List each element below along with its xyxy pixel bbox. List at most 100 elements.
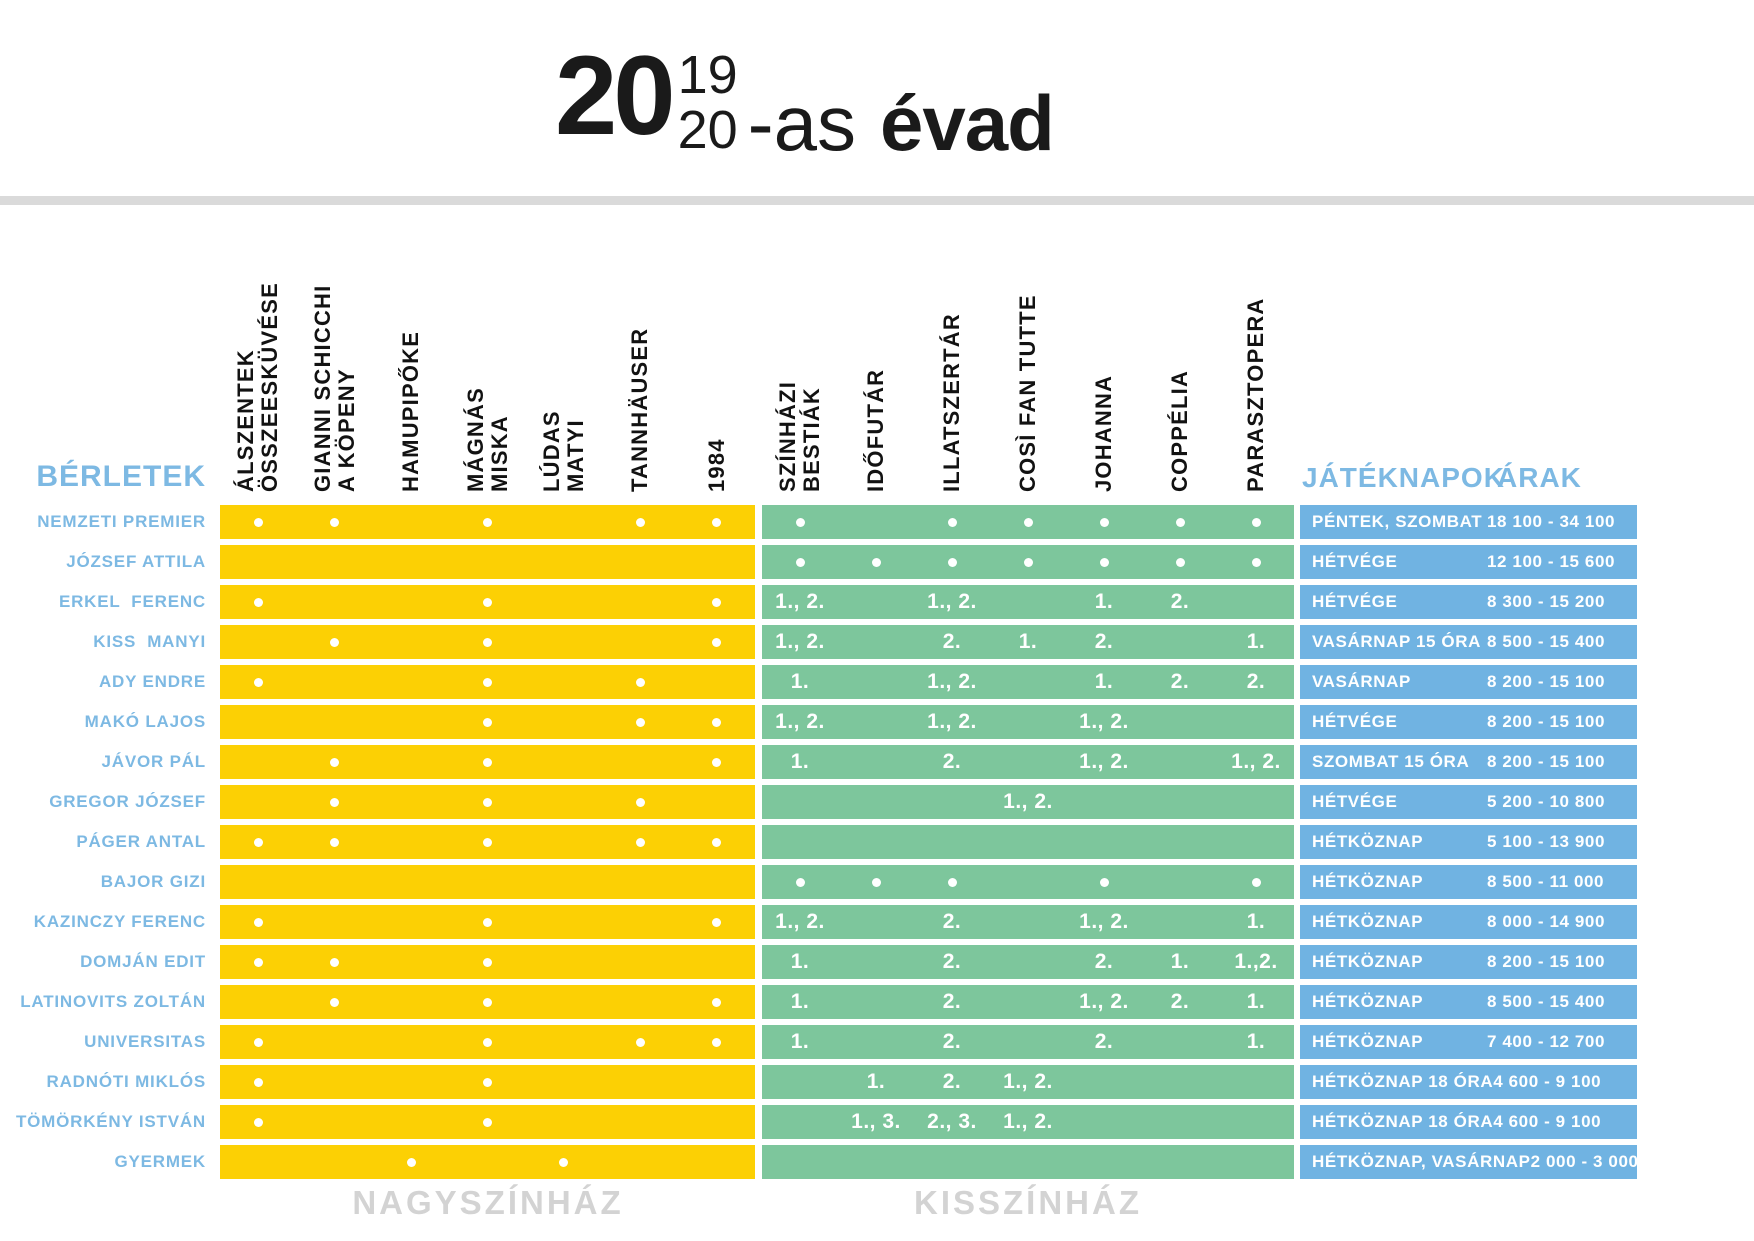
kisszinhaz-band	[762, 825, 1294, 859]
performance-dot	[330, 757, 340, 767]
schedule-cell: 1.	[1218, 1025, 1294, 1059]
performance-dot	[253, 1037, 263, 1047]
play-days: VASÁRNAP	[1312, 672, 1411, 691]
schedule-cell	[679, 705, 755, 739]
schedule-cell: 1., 2.	[990, 1065, 1066, 1099]
schedule-cell	[296, 1145, 372, 1179]
play-days: SZOMBAT 15 ÓRA	[1312, 752, 1470, 771]
show-title-line: COSÌ FAN TUTTE	[1015, 294, 1040, 492]
schedule-cell	[838, 705, 914, 739]
subscription-row: MAKÓ LAJOS 1., 2. 1., 2. 1., 2. HÉTVÉGE 8 200…	[0, 705, 1754, 739]
schedule-cell	[838, 545, 914, 579]
nagyszinhaz-band	[220, 865, 755, 899]
show-title-rotated: COSÌ FAN TUTTE	[1015, 294, 1040, 492]
kisszinhaz-band: 1., 2.	[762, 785, 1294, 819]
schedule-cell: 1., 2.	[1066, 705, 1142, 739]
performance-numbers: 1., 2.	[1079, 990, 1129, 1013]
schedule-cell	[296, 585, 372, 619]
schedule-cell: 1., 3.	[838, 1105, 914, 1139]
subscription-name: GREGOR JÓZSEF	[49, 792, 206, 811]
schedule-cell	[838, 945, 914, 979]
subscription-name: NEMZETI PREMIER	[37, 512, 206, 531]
title-year-bottom: 20	[677, 100, 738, 161]
nagyszinhaz-band	[220, 785, 755, 819]
show-title-line: MATYI	[562, 419, 588, 492]
performance-dot	[253, 837, 263, 847]
performance-dot	[635, 517, 645, 527]
performance-dot	[482, 997, 492, 1007]
performance-dot	[871, 557, 881, 567]
subscription-name: KISS MANYI	[93, 632, 206, 651]
info-band: HÉTVÉGE 8 300 - 15 200	[1300, 585, 1637, 619]
performance-dot	[1099, 557, 1109, 567]
show-title-rotated: ILLATSZERTÁR	[939, 313, 964, 492]
schedule-cell	[220, 505, 296, 539]
performance-numbers: 2.	[942, 990, 962, 1013]
kisszinhaz-band: 1., 2. 1., 2. 1., 2.	[762, 705, 1294, 739]
schedule-cell	[296, 705, 372, 739]
subscription-row: GREGOR JÓZSEF 1., 2. HÉTVÉGE 5 200 - 10 800	[0, 785, 1754, 819]
show-title-rotated: GIANNI SCHICCHI A KÖPENY	[310, 285, 359, 492]
schedule-cell: 2.	[1142, 985, 1218, 1019]
performance-numbers: 1.	[866, 1070, 886, 1093]
schedule-cell	[526, 505, 602, 539]
show-title-line: A KÖPENY	[333, 368, 359, 492]
schedule-cell	[373, 745, 449, 779]
info-band: PÉNTEK, SZOMBAT 18 100 - 34 100	[1300, 505, 1637, 539]
schedule-cell: 1., 2.	[762, 705, 838, 739]
schedule-cell	[838, 825, 914, 859]
schedule-cell	[449, 1025, 525, 1059]
performance-dot	[712, 997, 722, 1007]
subscription-name: UNIVERSITAS	[84, 1032, 206, 1051]
performance-numbers: 1., 2.	[1003, 1070, 1053, 1093]
price-range: 8 500 - 15 400	[1487, 632, 1606, 651]
schedule-cell	[602, 1105, 678, 1139]
schedule-cell	[296, 865, 372, 899]
schedule-cell: 2.	[1218, 665, 1294, 699]
schedule-cell	[296, 745, 372, 779]
schedule-cell	[990, 825, 1066, 859]
schedule-cell	[914, 1145, 990, 1179]
play-days: HÉTKÖZNAP	[1312, 832, 1424, 851]
schedule-cell	[1142, 1105, 1218, 1139]
schedule-cell	[526, 1025, 602, 1059]
performance-dot	[795, 877, 805, 887]
performance-numbers: 2.	[942, 910, 962, 933]
price-range: 8 500 - 11 000	[1487, 872, 1605, 891]
title-word: évad	[880, 79, 1055, 167]
schedule-cell	[373, 545, 449, 579]
performance-dot	[253, 517, 263, 527]
nagyszinhaz-footer-label: NAGYSZÍNHÁZ	[352, 1184, 624, 1221]
price-range: 4 600 - 9 100	[1493, 1072, 1602, 1091]
play-days: HÉTKÖZNAP, VASÁRNAP	[1312, 1152, 1531, 1171]
performance-numbers: 2.	[1094, 1030, 1114, 1053]
schedule-cell	[1218, 1105, 1294, 1139]
schedule-cell: 1., 2.	[914, 705, 990, 739]
performance-numbers: 1.	[1018, 630, 1038, 653]
performance-dot	[1251, 517, 1261, 527]
info-band: HÉTKÖZNAP 8 500 - 11 000	[1300, 865, 1637, 899]
schedule-cell: 2.	[914, 905, 990, 939]
schedule-cell	[1066, 1145, 1142, 1179]
performance-dot	[482, 597, 492, 607]
nagyszinhaz-band	[220, 1145, 755, 1179]
schedule-cell	[762, 865, 838, 899]
schedule-cell	[526, 625, 602, 659]
schedule-cell	[220, 585, 296, 619]
info-band: HÉTVÉGE 12 100 - 15 600	[1300, 545, 1637, 579]
schedule-cell	[990, 985, 1066, 1019]
kisszinhaz-band: 1. 2. 1., 2. 1., 2.	[762, 745, 1294, 779]
schedule-cell	[449, 745, 525, 779]
info-band: HÉTKÖZNAP, VASÁRNAP 2 000 - 3 000	[1300, 1145, 1638, 1179]
kisszinhaz-footer-label: KISSZÍNHÁZ	[914, 1184, 1142, 1221]
divider-bar	[0, 196, 1754, 205]
performance-numbers: 2.	[942, 1030, 962, 1053]
kisszinhaz-band: 1., 3. 2., 3. 1., 2.	[762, 1105, 1294, 1139]
schedule-cell	[679, 1025, 755, 1059]
schedule-cell	[679, 625, 755, 659]
subscription-row: BAJOR GIZI HÉTKÖZNAP 8 500 - 11 000	[0, 865, 1754, 899]
performance-numbers: 1.	[1094, 670, 1114, 693]
schedule-cell	[990, 865, 1066, 899]
performance-dot	[559, 1157, 569, 1167]
show-title-line: BESTIÁK	[799, 387, 824, 492]
